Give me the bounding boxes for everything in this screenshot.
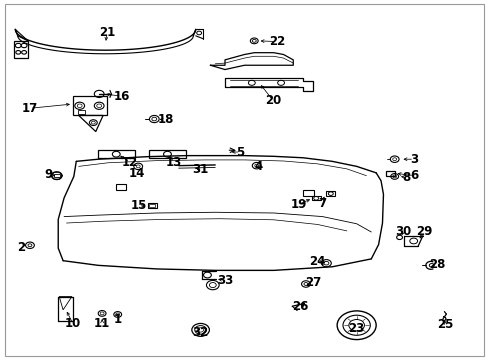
Bar [326,191,334,196]
Text: 24: 24 [309,255,325,268]
Text: 15: 15 [130,199,146,212]
Text: 4: 4 [253,160,262,173]
Text: 20: 20 [264,94,280,107]
Text: 28: 28 [428,258,445,271]
Text: 16: 16 [113,90,129,103]
Text: 3: 3 [409,153,417,166]
Text: 10: 10 [64,317,81,330]
Text: 26: 26 [291,300,307,313]
Text: 21: 21 [99,26,115,39]
Text: 14: 14 [129,167,145,180]
Bar [303,190,313,196]
Bar [148,203,157,208]
Text: 30: 30 [394,225,411,238]
Bar [385,171,394,176]
Text: 33: 33 [216,274,233,287]
Text: 25: 25 [436,318,453,331]
Bar [73,96,107,116]
Text: 13: 13 [166,156,182,168]
Text: 7: 7 [318,197,326,210]
Bar [54,174,60,177]
Text: 22: 22 [269,35,285,48]
Text: 8: 8 [402,171,409,184]
Text: 9: 9 [44,168,53,181]
Bar [149,149,185,158]
Text: 6: 6 [409,169,417,182]
Text: 27: 27 [305,276,321,289]
Text: 12: 12 [122,156,138,168]
Text: 29: 29 [415,225,431,238]
Text: 17: 17 [22,102,38,115]
Bar [149,204,155,207]
Bar [116,184,126,190]
Text: 19: 19 [290,198,306,211]
Text: 32: 32 [192,326,208,339]
Bar [78,110,84,114]
Bar [311,196,320,201]
Bar [14,41,28,58]
Text: 2: 2 [17,240,25,253]
Bar [98,149,135,158]
Text: 1: 1 [113,313,122,327]
Text: 18: 18 [157,113,173,126]
Text: 11: 11 [94,317,110,330]
Text: 5: 5 [236,145,244,158]
Text: 31: 31 [192,163,208,176]
Text: 23: 23 [348,322,364,335]
